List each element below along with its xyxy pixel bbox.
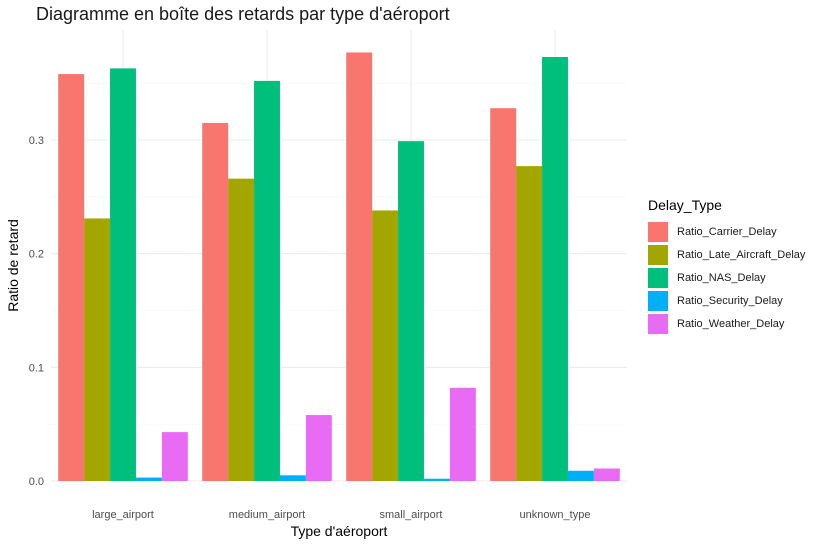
legend: Delay_Type Ratio_Carrier_Delay Ratio_Late… — [648, 197, 805, 335]
x-tick-label: small_airport — [380, 509, 443, 521]
bar-Ratio_Weather_Delay-small_airport — [449, 387, 476, 481]
legend-title: Delay_Type — [648, 197, 722, 213]
legend-item: Ratio_NAS_Delay — [648, 266, 805, 289]
bar-Ratio_Late_Aircraft_Delay-large_airport — [84, 218, 111, 481]
y-tick-label: 0.3 — [29, 135, 44, 147]
y-axis-title: Ratio de retard — [5, 219, 21, 312]
bar-Ratio_NAS_Delay-unknown_type — [542, 57, 568, 481]
y-tick-label: 0.2 — [29, 249, 44, 261]
bar-Ratio_Security_Delay-medium_airport — [279, 475, 306, 481]
bar-Ratio_Security_Delay-small_airport — [423, 478, 450, 481]
legend-key — [648, 313, 668, 334]
legend-key — [648, 244, 668, 265]
bar-Ratio_NAS_Delay-small_airport — [398, 141, 424, 482]
bar-Ratio_NAS_Delay-large_airport — [110, 68, 136, 481]
bar-Ratio_Carrier_Delay-large_airport — [58, 74, 85, 481]
x-tick-label: medium_airport — [229, 509, 305, 521]
chart-title: Diagramme en boîte des retards par type … — [36, 4, 450, 24]
bar-Ratio_Carrier_Delay-unknown_type — [490, 108, 517, 481]
bar-Ratio_Carrier_Delay-small_airport — [346, 52, 373, 482]
legend-label: Ratio_Weather_Delay — [677, 317, 785, 330]
bar-Ratio_Late_Aircraft_Delay-unknown_type — [516, 166, 543, 482]
bar-Ratio_Weather_Delay-medium_airport — [305, 415, 332, 481]
x-axis-title: Type d'aéroport — [291, 523, 388, 539]
legend-label: Ratio_Late_Aircraft_Delay — [677, 248, 806, 261]
legend-item: Ratio_Security_Delay — [648, 289, 805, 312]
legend-item: Ratio_Carrier_Delay — [648, 220, 805, 243]
bar-Ratio_Security_Delay-large_airport — [135, 477, 162, 481]
legend-key — [648, 267, 668, 288]
legend-label: Ratio_Carrier_Delay — [677, 225, 777, 238]
legend-items: Ratio_Carrier_Delay Ratio_Late_Aircraft_D… — [648, 220, 805, 335]
legend-label: Ratio_Security_Delay — [677, 294, 783, 307]
bar-Ratio_Weather_Delay-large_airport — [161, 432, 188, 481]
legend-key — [648, 290, 668, 311]
bar-Ratio_Carrier_Delay-medium_airport — [202, 122, 229, 481]
x-tick-label: large_airport — [92, 509, 154, 521]
x-tick-label: unknown_type — [520, 509, 591, 521]
x-axis-ticks: large_airport medium_airport small_airport… — [92, 509, 590, 521]
legend-key — [648, 221, 668, 242]
plot-area: 0.0 0.1 0.2 0.3 large_airport medium_airport… — [5, 30, 627, 539]
y-axis-ticks: 0.0 0.1 0.2 0.3 — [29, 135, 44, 488]
y-tick-label: 0.1 — [29, 362, 44, 374]
bars — [58, 52, 620, 482]
bar-Ratio_NAS_Delay-medium_airport — [254, 80, 280, 481]
legend-item: Ratio_Weather_Delay — [648, 312, 805, 335]
bar-Ratio_Late_Aircraft_Delay-medium_airport — [228, 178, 255, 481]
y-tick-label: 0.0 — [29, 476, 44, 488]
legend-item: Ratio_Late_Aircraft_Delay — [648, 243, 805, 266]
bar-Ratio_Security_Delay-unknown_type — [567, 470, 594, 481]
legend-label: Ratio_NAS_Delay — [677, 271, 766, 284]
bar-Ratio_Late_Aircraft_Delay-small_airport — [372, 210, 399, 481]
bar-Ratio_Weather_Delay-unknown_type — [593, 468, 620, 481]
